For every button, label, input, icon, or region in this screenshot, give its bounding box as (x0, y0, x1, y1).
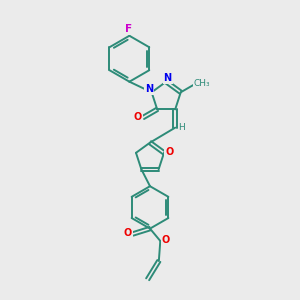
Text: CH₃: CH₃ (194, 79, 211, 88)
Text: O: O (134, 112, 142, 122)
Text: N: N (164, 73, 172, 83)
Text: N: N (145, 84, 153, 94)
Text: F: F (125, 24, 132, 34)
Text: O: O (165, 147, 173, 157)
Text: O: O (161, 235, 170, 245)
Text: O: O (124, 228, 132, 238)
Text: H: H (178, 123, 185, 132)
